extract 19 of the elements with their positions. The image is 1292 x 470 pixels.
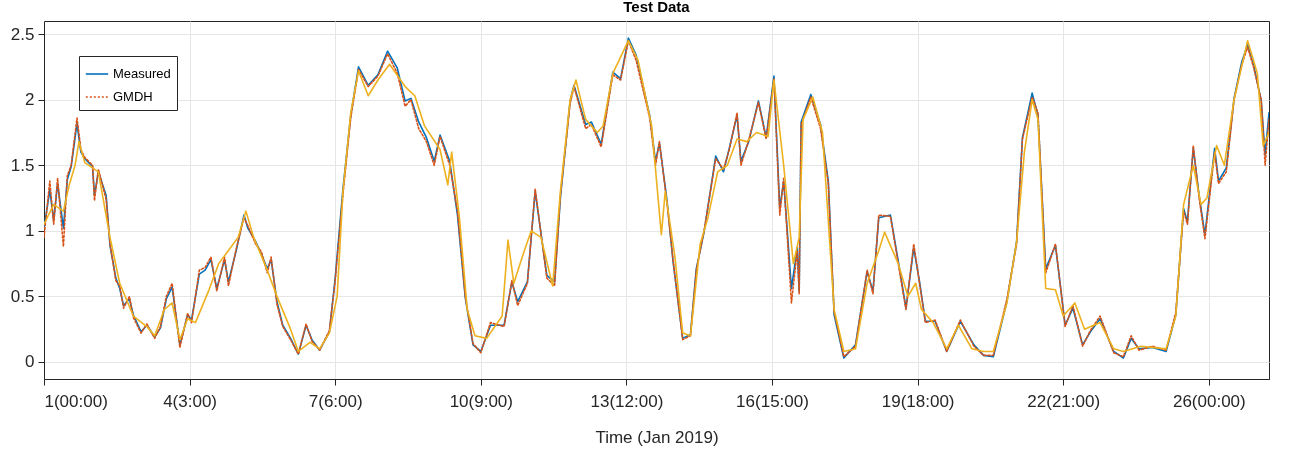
legend-label: GMDH bbox=[113, 89, 153, 104]
y-tick-label: 0 bbox=[25, 352, 35, 372]
x-tick-label: 16(15:00) bbox=[736, 391, 809, 411]
chart-title: Test Data bbox=[623, 0, 691, 15]
x-tick-label: 4(3:00) bbox=[163, 391, 218, 411]
legend-label: Measured bbox=[113, 66, 171, 81]
x-tick-label: 19(18:00) bbox=[881, 391, 955, 411]
x-tick-label: 7(6:00) bbox=[308, 391, 363, 411]
y-tick-label: 1 bbox=[25, 221, 35, 241]
y-tick-label: 2 bbox=[25, 90, 35, 110]
x-tick-label: 13(12:00) bbox=[590, 391, 664, 411]
x-tick-label: 10(9:00) bbox=[449, 391, 513, 411]
x-tick-label: 26(00:00) bbox=[1172, 391, 1246, 411]
y-tick-label: 2.5 bbox=[10, 24, 35, 44]
x-axis-title: Time (Jan 2019) bbox=[595, 427, 719, 447]
x-tick-label: 22(21:00) bbox=[1027, 391, 1101, 411]
x-tick-label: 1(00:00) bbox=[44, 391, 108, 411]
y-tick-label: 0.5 bbox=[10, 286, 35, 306]
y-tick-label: 1.5 bbox=[10, 155, 35, 175]
